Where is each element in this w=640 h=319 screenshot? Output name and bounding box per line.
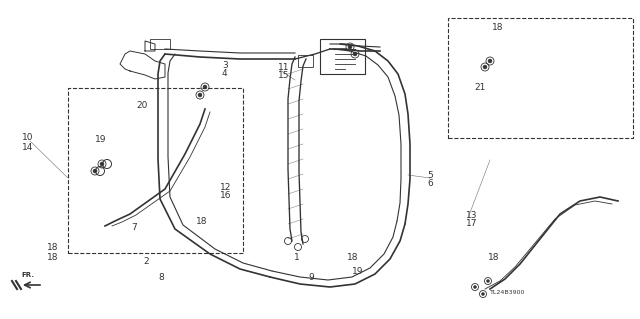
Text: 18: 18	[492, 24, 504, 33]
Text: 12: 12	[220, 183, 232, 192]
Bar	[68, 88, 243, 253]
Text: 8: 8	[158, 273, 164, 283]
Text: 13: 13	[466, 211, 477, 219]
Text: 18: 18	[347, 254, 358, 263]
Text: 18: 18	[47, 254, 58, 263]
Text: 6: 6	[427, 179, 433, 188]
Text: 14: 14	[22, 143, 33, 152]
Circle shape	[474, 286, 477, 288]
Bar	[448, 18, 633, 138]
Circle shape	[198, 93, 202, 97]
Circle shape	[93, 169, 97, 173]
Circle shape	[481, 293, 484, 295]
Text: 18: 18	[47, 243, 58, 253]
Text: 7: 7	[131, 224, 137, 233]
Circle shape	[488, 59, 492, 63]
Circle shape	[483, 65, 487, 69]
Text: 5: 5	[427, 170, 433, 180]
Bar	[298, 55, 313, 67]
Text: FR.: FR.	[22, 272, 35, 278]
Text: 15: 15	[278, 71, 289, 80]
Text: 9: 9	[308, 273, 314, 283]
Text: 4: 4	[222, 69, 228, 78]
Text: 16: 16	[220, 191, 232, 201]
Text: 10: 10	[22, 133, 33, 143]
Text: 3: 3	[222, 61, 228, 70]
Circle shape	[100, 162, 104, 166]
Text: 17: 17	[466, 219, 477, 227]
Text: 1: 1	[294, 254, 300, 263]
Text: 19: 19	[95, 136, 106, 145]
Circle shape	[348, 45, 352, 49]
Circle shape	[353, 52, 357, 56]
Circle shape	[486, 279, 490, 283]
Bar	[320, 39, 365, 74]
Text: TL24B3900: TL24B3900	[490, 291, 525, 295]
Text: 18: 18	[196, 218, 207, 226]
Text: 19: 19	[352, 266, 364, 276]
Text: 20: 20	[136, 100, 147, 109]
Text: 2: 2	[143, 257, 148, 266]
Bar	[150, 39, 170, 49]
Text: 18: 18	[488, 254, 499, 263]
Text: 11: 11	[278, 63, 289, 72]
Circle shape	[203, 85, 207, 89]
Text: 21: 21	[474, 84, 485, 93]
